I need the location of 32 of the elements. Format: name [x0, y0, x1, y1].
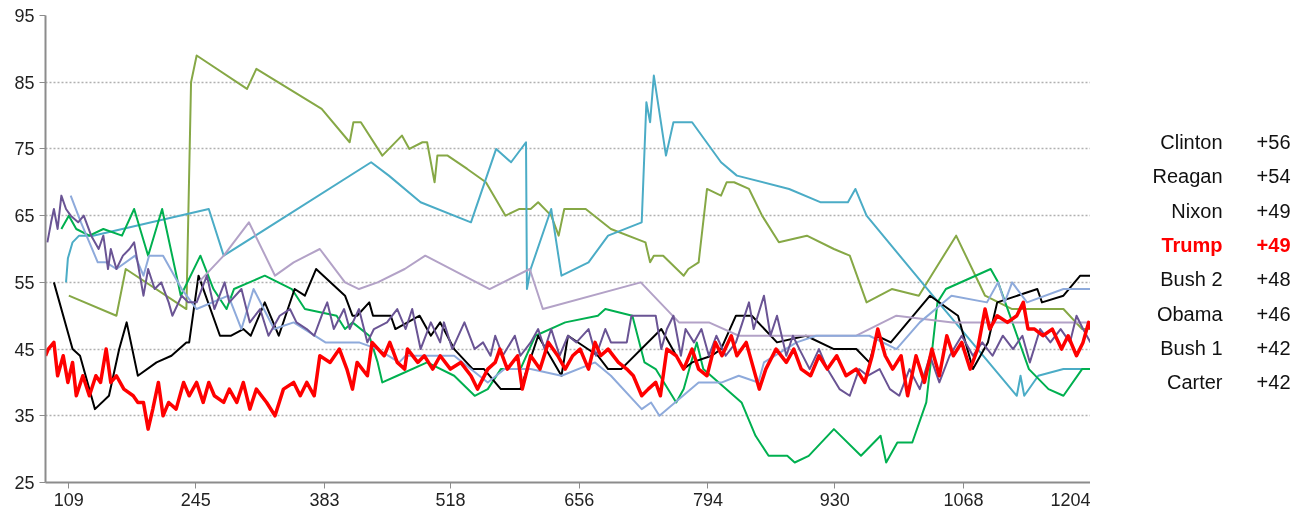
- y-tick-label: 95: [14, 6, 35, 26]
- line-series: [45, 300, 1090, 431]
- y-tick-label: 55: [14, 272, 35, 293]
- line-series: [67, 54, 1090, 331]
- x-tick-label: 518: [435, 489, 466, 510]
- y-tick-label: 85: [14, 72, 35, 93]
- text: +49: [1256, 199, 1291, 222]
- x-tick-label: 109: [53, 489, 84, 510]
- text: Obama +46: [1156, 302, 1291, 325]
- text: Bush 2 +48: [1160, 268, 1291, 291]
- text: Bush 1 +42: [1160, 336, 1291, 359]
- x-tick-label: 245: [180, 489, 211, 510]
- x-tick-label: 794: [692, 489, 723, 510]
- line-series: [60, 207, 1090, 464]
- x-tick-label: 1068: [943, 489, 984, 510]
- text: Reagan +54: [1152, 165, 1291, 188]
- x-tick-label: 930: [819, 489, 850, 510]
- text: Carter +42: [1166, 371, 1291, 394]
- x-tick-label: 1204: [1050, 489, 1091, 510]
- line-series: [52, 268, 1090, 411]
- x-tick-label: 383: [309, 489, 340, 510]
- x-tick-label: 656: [564, 489, 595, 510]
- text: +49: [1256, 233, 1291, 256]
- line-series: [197, 221, 1090, 337]
- y-tick-label: 75: [14, 139, 35, 160]
- y-tick-label: 35: [14, 406, 35, 427]
- text: Trump: [1161, 233, 1223, 256]
- text: Nixon: [1171, 199, 1223, 222]
- text: Clinton +56: [1160, 130, 1291, 153]
- y-tick-label: 45: [14, 339, 35, 360]
- y-tick-label: 65: [14, 206, 35, 227]
- y-tick-label: 25: [14, 473, 35, 493]
